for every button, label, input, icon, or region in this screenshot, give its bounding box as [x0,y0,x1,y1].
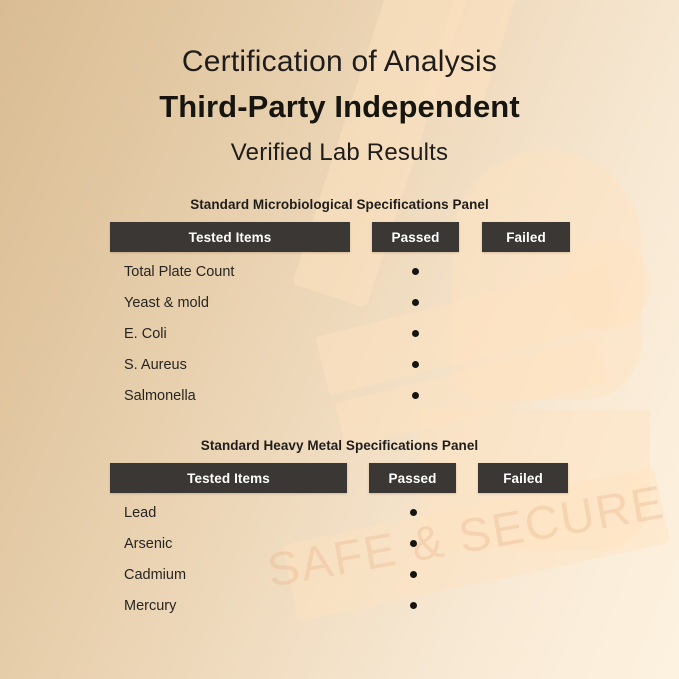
row-label: Cadmium [124,566,187,583]
row-label: Yeast & mold [124,294,209,311]
row-label: Arsenic [124,535,173,552]
row-label: Lead [124,504,157,521]
table-header-row-microbiological: Tested Items Passed Failed [0,222,679,252]
title-block: Certification of Analysis Third-Party In… [0,0,679,171]
table-row: Cadmium [0,559,679,590]
column-header-passed: Passed [369,463,456,493]
page-title-tertiary: Verified Lab Results [230,139,449,166]
row-label: Mercury [124,597,177,614]
column-header-tested-items: Tested Items [110,222,350,252]
column-header-failed: Failed [482,222,570,252]
passed-dot [411,392,419,399]
table-row: Arsenic [0,528,679,559]
column-header-passed: Passed [372,222,459,252]
row-label: Total Plate Count [124,263,235,280]
panel-title-microbiological: Standard Microbiological Specifications … [190,197,489,212]
passed-dot [411,299,419,306]
page-title-secondary: Third-Party Independent [159,89,520,124]
page-title-primary: Certification of Analysis [181,45,498,78]
table-header-row-heavy-metal: Tested Items Passed Failed [0,463,679,493]
table-row: Mercury [0,590,679,621]
passed-dot [411,330,419,337]
passed-dot [409,602,417,609]
table-body-heavy-metal: Lead Arsenic Cadmium Mercury [0,497,679,621]
table-row: E. Coli [0,318,679,349]
passed-dot [411,361,419,368]
column-header-failed: Failed [478,463,568,493]
table-body-microbiological: Total Plate Count Yeast & mold E. Coli S… [0,256,679,411]
passed-dot [409,571,417,578]
column-header-tested-items: Tested Items [110,463,347,493]
row-label: Salmonella [124,387,196,404]
table-row: Salmonella [0,380,679,411]
panel-title-heavy-metal: Standard Heavy Metal Specifications Pane… [200,438,479,453]
table-row: S. Aureus [0,349,679,380]
panel-microbiological: Standard Microbiological Specifications … [0,197,679,411]
table-row: Lead [0,497,679,528]
passed-dot [409,509,417,516]
passed-dot [409,540,417,547]
passed-dot [411,268,419,275]
table-row: Yeast & mold [0,287,679,318]
row-label: E. Coli [124,325,167,342]
row-label: S. Aureus [124,356,187,373]
table-row: Total Plate Count [0,256,679,287]
panel-heavy-metal: Standard Heavy Metal Specifications Pane… [0,438,679,621]
